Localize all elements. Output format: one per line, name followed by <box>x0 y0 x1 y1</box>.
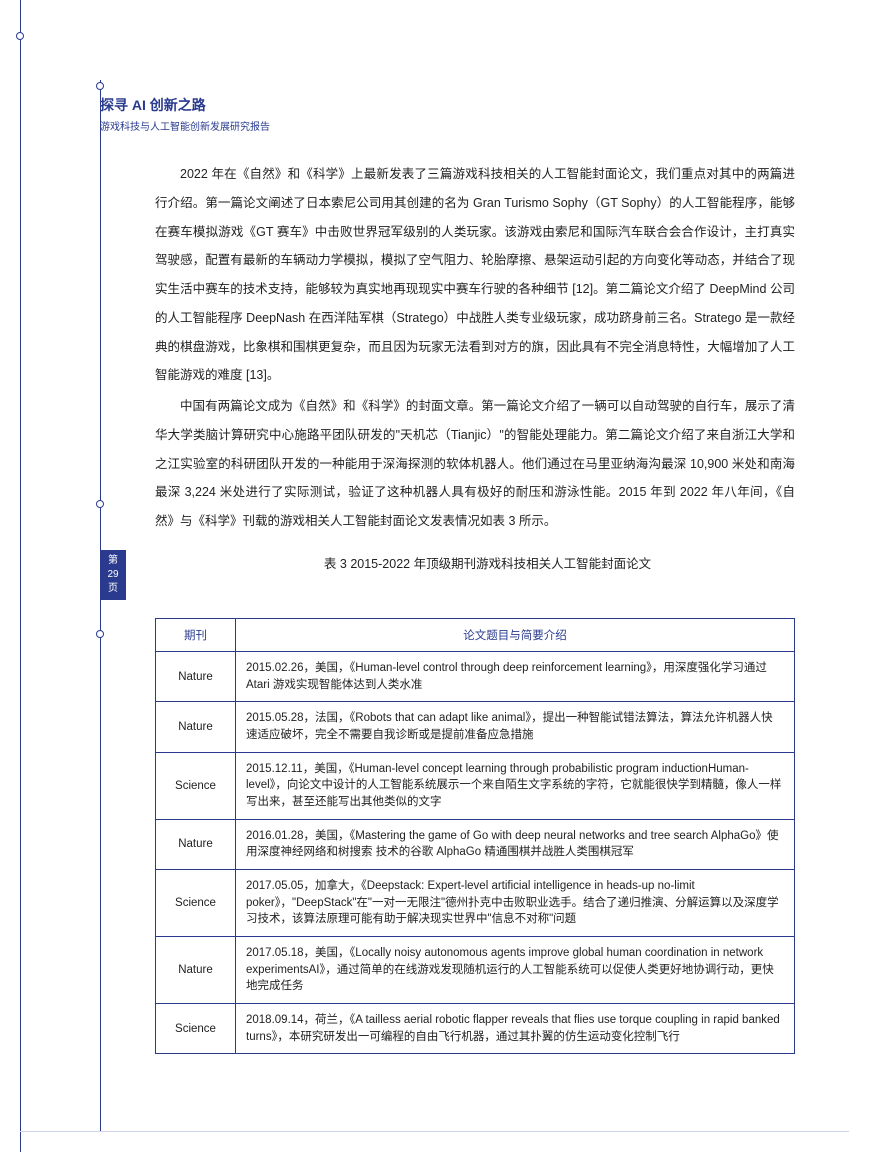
rule-node <box>96 500 104 508</box>
papers-table: 期刊 论文题目与简要介绍 Nature2015.02.26，美国，《Human-… <box>155 618 795 1054</box>
table-cell-journal: Science <box>156 752 236 819</box>
page-inner-rule <box>100 80 101 1132</box>
header-title: 探寻 AI 创新之路 <box>100 95 270 115</box>
page-number-tab: 第 29 页 <box>100 550 126 600</box>
page-tab-suffix: 页 <box>108 582 118 596</box>
page-bottom-rule <box>20 1131 849 1132</box>
table-cell-journal: Nature <box>156 702 236 752</box>
table-cell-journal: Nature <box>156 937 236 1004</box>
rule-node <box>96 82 104 90</box>
table-row: Nature2016.01.28，美国，《Mastering the game … <box>156 819 795 869</box>
table-cell-desc: 2015.12.11，美国，《Human-level concept learn… <box>236 752 795 819</box>
table-caption: 表 3 2015-2022 年顶级期刊游戏科技相关人工智能封面论文 <box>155 550 795 579</box>
header-subtitle: 游戏科技与人工智能创新发展研究报告 <box>100 118 270 133</box>
table-cell-desc: 2017.05.18，美国，《Locally noisy autonomous … <box>236 937 795 1004</box>
table-cell-journal: Science <box>156 1004 236 1054</box>
table-row: Nature2015.05.28，法国，《Robots that can ada… <box>156 702 795 752</box>
rule-node <box>16 32 24 40</box>
table-cell-journal: Science <box>156 870 236 937</box>
table-row: Science2017.05.05，加拿大，《Deepstack: Expert… <box>156 870 795 937</box>
table-cell-desc: 2015.05.28，法国，《Robots that can adapt lik… <box>236 702 795 752</box>
table-col-desc: 论文题目与简要介绍 <box>236 619 795 652</box>
body-text: 2022 年在《自然》和《科学》上最新发表了三篇游戏科技相关的人工智能封面论文，… <box>155 160 795 581</box>
table-cell-desc: 2016.01.28，美国，《Mastering the game of Go … <box>236 819 795 869</box>
page-tab-prefix: 第 <box>108 554 118 568</box>
table-row: Science2018.09.14，荷兰，《A tailless aerial … <box>156 1004 795 1054</box>
table-row: Nature2017.05.18，美国，《Locally noisy auton… <box>156 937 795 1004</box>
table-cell-desc: 2015.02.26，美国，《Human-level control throu… <box>236 652 795 702</box>
table-row: Nature2015.02.26，美国，《Human-level control… <box>156 652 795 702</box>
rule-node <box>96 630 104 638</box>
table-row: Science2015.12.11，美国，《Human-level concep… <box>156 752 795 819</box>
table-cell-desc: 2018.09.14，荷兰，《A tailless aerial robotic… <box>236 1004 795 1054</box>
paragraph-2: 中国有两篇论文成为《自然》和《科学》的封面文章。第一篇论文介绍了一辆可以自动驾驶… <box>155 392 795 536</box>
table-header-row: 期刊 论文题目与简要介绍 <box>156 619 795 652</box>
table-cell-journal: Nature <box>156 819 236 869</box>
page-tab-number: 29 <box>107 568 118 582</box>
table-cell-journal: Nature <box>156 652 236 702</box>
table-col-journal: 期刊 <box>156 619 236 652</box>
page-header: 探寻 AI 创新之路 游戏科技与人工智能创新发展研究报告 <box>100 95 270 133</box>
paragraph-1: 2022 年在《自然》和《科学》上最新发表了三篇游戏科技相关的人工智能封面论文，… <box>155 160 795 390</box>
table-cell-desc: 2017.05.05，加拿大，《Deepstack: Expert-level … <box>236 870 795 937</box>
page-left-rule <box>20 0 21 1152</box>
